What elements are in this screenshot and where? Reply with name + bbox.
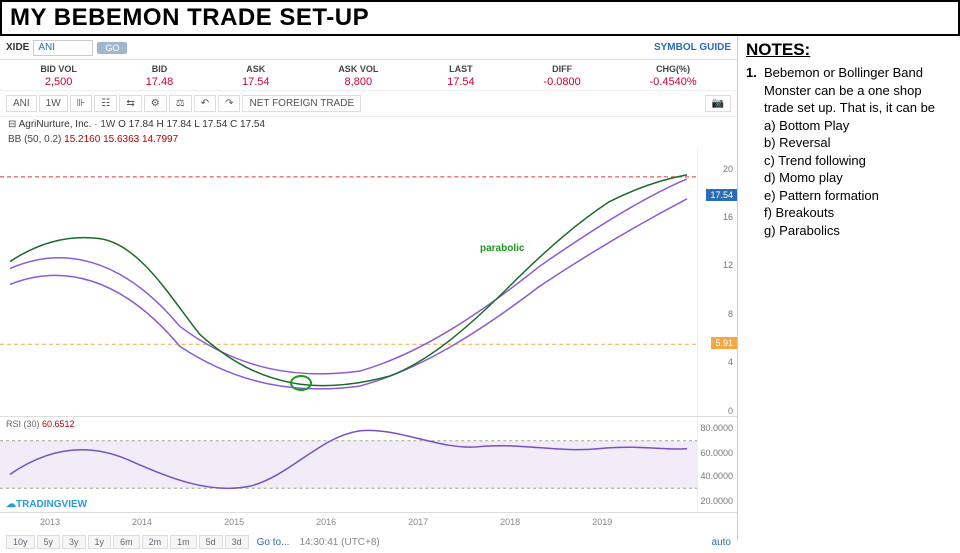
ytick: 4 — [728, 357, 733, 367]
xaxis-year: 2015 — [224, 517, 244, 527]
ytick: 40.0000 — [700, 471, 733, 481]
legend-ohlc: O 17.84 H 17.84 L 17.54 C 17.54 — [118, 119, 265, 130]
exchange-code: XIDE — [6, 42, 29, 53]
bb-upper — [10, 179, 687, 374]
settings-icon[interactable]: ⚙ — [144, 95, 167, 112]
support-price-tag: 5.91 — [711, 337, 737, 349]
parabolic-label: parabolic — [480, 243, 524, 254]
rsi-plot — [0, 417, 697, 512]
chg-pct: CHG(%)-0.4540% — [650, 64, 697, 88]
last-price-tag: 17.54 — [706, 189, 737, 201]
price-line — [10, 175, 687, 386]
symbol-guide-link[interactable]: SYMBOL GUIDE — [654, 42, 731, 53]
tradingview-badge[interactable]: TRADINGVIEW — [6, 499, 87, 510]
range-3y[interactable]: 3y — [62, 535, 86, 549]
time-axis: 2013 2014 2015 2016 2017 2018 2019 — [0, 513, 737, 531]
balance-icon[interactable]: ⚖ — [169, 95, 192, 112]
xaxis-year: 2017 — [408, 517, 428, 527]
symbol-bar: XIDE GO SYMBOL GUIDE — [0, 36, 737, 60]
ytick: 12 — [723, 260, 733, 270]
quote-row: BID VOL2,500 BID17.48 ASK17.54 ASK VOL8,… — [0, 60, 737, 91]
ytick: 16 — [723, 212, 733, 222]
xaxis-year: 2013 — [40, 517, 60, 527]
candles-icon[interactable]: ⊪ — [70, 95, 93, 112]
range-10y[interactable]: 10y — [6, 535, 35, 549]
rsi-band — [0, 441, 697, 489]
ytick: 0 — [728, 406, 733, 416]
go-button[interactable]: GO — [97, 42, 127, 54]
symbol-input[interactable] — [33, 40, 93, 56]
notes-body: 1. Bebemon or Bollinger Band Monster can… — [746, 64, 952, 239]
undo-icon[interactable]: ↶ — [194, 95, 216, 112]
goto-link[interactable]: Go to... — [257, 537, 290, 548]
range-1y[interactable]: 1y — [88, 535, 112, 549]
page-title: MY BEBEMON TRADE SET-UP — [0, 0, 960, 36]
bb-values: 15.2160 15.6363 14.7997 — [64, 134, 178, 145]
range-5y[interactable]: 5y — [37, 535, 61, 549]
range-2m[interactable]: 2m — [142, 535, 169, 549]
bb-label: BB (50, 0.2) — [8, 134, 61, 145]
timeframe-selector[interactable]: 1W — [39, 95, 68, 112]
legend-tf: 1W — [100, 119, 115, 130]
notes-item: a) Bottom Play — [764, 117, 952, 135]
camera-icon[interactable]: 📷 — [705, 95, 731, 112]
indicators-icon[interactable]: ☷ — [94, 95, 117, 112]
notes-item: b) Reversal — [764, 134, 952, 152]
bid-vol: BID VOL2,500 — [40, 64, 77, 88]
bid: BID17.48 — [146, 64, 174, 88]
notes-heading: NOTES: — [746, 40, 952, 60]
xaxis-year: 2016 — [316, 517, 336, 527]
last: LAST17.54 — [447, 64, 475, 88]
range-row: 10y 5y 3y 1y 6m 2m 1m 5d 3d Go to... 14:… — [0, 531, 737, 553]
range-1m[interactable]: 1m — [170, 535, 197, 549]
xaxis-year: 2018 — [500, 517, 520, 527]
rsi-pane[interactable]: RSI (30) 60.6512 80.0000 60.0000 40.0000… — [0, 417, 737, 513]
main: XIDE GO SYMBOL GUIDE BID VOL2,500 BID17.… — [0, 36, 960, 540]
auto-scale[interactable]: auto — [712, 537, 731, 548]
ask-vol: ASK VOL8,800 — [338, 64, 378, 88]
xaxis-year: 2014 — [132, 517, 152, 527]
notes-item: e) Pattern formation — [764, 187, 952, 205]
ytick: 8 — [728, 309, 733, 319]
price-pane[interactable]: parabolic 20 17.54 16 12 8 5.91 4 0 — [0, 147, 737, 417]
range-3d[interactable]: 3d — [225, 535, 249, 549]
ask: ASK17.54 — [242, 64, 270, 88]
notes-panel: NOTES: 1. Bebemon or Bollinger Band Mons… — [738, 36, 960, 540]
diff: DIFF-0.0800 — [543, 64, 580, 88]
price-plot — [0, 147, 697, 416]
ytick: 20.0000 — [700, 496, 733, 506]
bb-lower — [10, 199, 687, 389]
notes-text: Bebemon or Bollinger Band Monster can be… — [764, 64, 952, 239]
bb-legend: BB (50, 0.2) 15.2160 15.6363 14.7997 — [0, 132, 737, 147]
notes-item: f) Breakouts — [764, 204, 952, 222]
notes-item: g) Parabolics — [764, 222, 952, 240]
chart-legend: ⊟ AgriNurture, Inc. · 1W O 17.84 H 17.84… — [0, 117, 737, 132]
net-foreign-trade[interactable]: NET FOREIGN TRADE — [242, 95, 361, 112]
price-yaxis: 20 17.54 16 12 8 5.91 4 0 — [697, 147, 737, 416]
notes-intro: Bebemon or Bollinger Band Monster can be… — [764, 64, 952, 117]
ytick: 20 — [723, 164, 733, 174]
notes-item: d) Momo play — [764, 169, 952, 187]
redo-icon[interactable]: ↷ — [218, 95, 240, 112]
notes-number: 1. — [746, 64, 764, 239]
chart-panel: XIDE GO SYMBOL GUIDE BID VOL2,500 BID17.… — [0, 36, 738, 540]
company-name: AgriNurture, Inc. — [19, 119, 92, 130]
bottom-circle-mark — [290, 375, 312, 391]
ytick: 60.0000 — [700, 448, 733, 458]
chart-toolbar: ANI 1W ⊪ ☷ ⇆ ⚙ ⚖ ↶ ↷ NET FOREIGN TRADE 📷 — [0, 91, 737, 117]
rsi-yaxis: 80.0000 60.0000 40.0000 20.0000 — [697, 417, 737, 512]
range-6m[interactable]: 6m — [113, 535, 140, 549]
ticker-selector[interactable]: ANI — [6, 95, 37, 112]
ytick: 80.0000 — [700, 423, 733, 433]
clock: 14:30:41 (UTC+8) — [299, 537, 379, 548]
notes-item: c) Trend following — [764, 152, 952, 170]
xaxis-year: 2019 — [592, 517, 612, 527]
range-5d[interactable]: 5d — [199, 535, 223, 549]
compare-icon[interactable]: ⇆ — [119, 95, 141, 112]
